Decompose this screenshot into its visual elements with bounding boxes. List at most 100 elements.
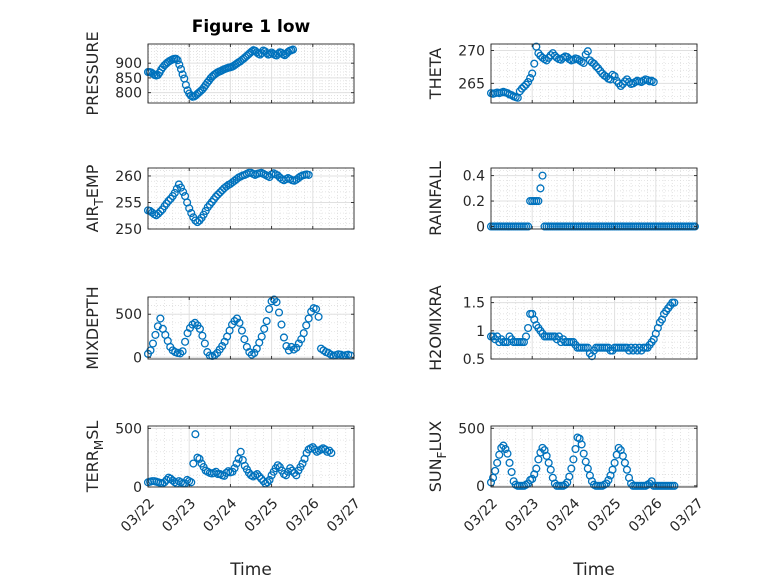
data-point bbox=[156, 314, 165, 323]
data-point bbox=[178, 347, 187, 356]
data-point bbox=[200, 339, 209, 348]
data-point bbox=[521, 332, 531, 341]
data-point bbox=[610, 458, 619, 467]
data-series bbox=[143, 430, 336, 488]
data-point bbox=[171, 54, 181, 63]
y-tick-label: 260 bbox=[115, 169, 142, 185]
data-point bbox=[286, 464, 295, 473]
data-point bbox=[546, 465, 555, 474]
data-point bbox=[253, 470, 262, 479]
data-point bbox=[610, 72, 619, 81]
data-point bbox=[608, 465, 617, 474]
data-point bbox=[232, 459, 241, 468]
data-point bbox=[273, 461, 282, 470]
data-point bbox=[538, 443, 547, 452]
data-point bbox=[234, 454, 243, 463]
data-point bbox=[274, 308, 284, 317]
y-axis-label: AIRTEMP bbox=[83, 164, 106, 232]
data-point bbox=[222, 182, 231, 191]
data-series bbox=[143, 295, 355, 361]
data-point bbox=[277, 320, 286, 329]
data-point bbox=[493, 458, 502, 467]
data-point bbox=[577, 440, 586, 449]
y-axis-label: RAINFALL bbox=[426, 161, 445, 236]
data-point bbox=[263, 478, 272, 487]
y-axis-label: SUNFLUX bbox=[426, 421, 449, 493]
data-point bbox=[312, 305, 321, 314]
data-point bbox=[294, 174, 303, 183]
data-point bbox=[292, 471, 301, 480]
y-tick-label: 0.2 bbox=[463, 194, 485, 210]
data-point bbox=[187, 478, 196, 487]
data-point bbox=[213, 190, 223, 199]
data-point bbox=[236, 447, 245, 456]
data-point bbox=[321, 445, 330, 454]
axes-box bbox=[147, 296, 355, 360]
data-point bbox=[178, 70, 187, 79]
data-point bbox=[187, 209, 196, 218]
y-tick-label: 500 bbox=[115, 421, 142, 437]
data-point bbox=[232, 175, 241, 184]
data-point bbox=[670, 298, 679, 307]
data-point bbox=[151, 330, 160, 339]
y-tick-label: 265 bbox=[458, 76, 485, 92]
data-point bbox=[181, 80, 190, 90]
y-tick-label: 500 bbox=[458, 421, 485, 437]
data-point bbox=[173, 56, 182, 65]
x-axis-label-left: Time bbox=[229, 560, 272, 580]
data-point bbox=[172, 184, 181, 193]
plot-area bbox=[491, 426, 697, 487]
data-point bbox=[290, 468, 299, 477]
data-point bbox=[524, 323, 533, 333]
data-point bbox=[304, 170, 313, 179]
figure-title: Figure 1 low bbox=[192, 17, 311, 37]
data-point bbox=[542, 451, 551, 460]
data-point bbox=[592, 62, 601, 71]
data-point bbox=[257, 474, 266, 483]
data-point bbox=[528, 474, 537, 483]
y-tick-label: 800 bbox=[115, 86, 142, 102]
y-tick-label: 0 bbox=[133, 350, 142, 366]
axes-box bbox=[490, 296, 698, 360]
data-point bbox=[170, 188, 179, 197]
data-point bbox=[195, 454, 204, 463]
data-point bbox=[240, 335, 249, 344]
data-point bbox=[218, 342, 227, 351]
data-point bbox=[270, 295, 279, 304]
data-point bbox=[534, 196, 543, 206]
data-point bbox=[195, 324, 204, 333]
data-point bbox=[567, 464, 576, 473]
data-point bbox=[614, 443, 623, 452]
data-point bbox=[604, 476, 613, 485]
data-point bbox=[302, 321, 311, 330]
data-point bbox=[536, 448, 545, 457]
data-point bbox=[327, 448, 336, 458]
plot-area bbox=[148, 426, 354, 487]
data-series bbox=[486, 298, 679, 361]
y-tick-label: 0.4 bbox=[463, 169, 485, 185]
data-point bbox=[235, 318, 244, 327]
data-point bbox=[579, 449, 588, 458]
data-point bbox=[216, 188, 225, 197]
y-tick-label: 0 bbox=[133, 480, 142, 496]
data-point bbox=[304, 314, 313, 323]
data-point bbox=[569, 455, 578, 464]
data-point bbox=[583, 47, 592, 56]
y-axis-label: H2OMIXRA bbox=[426, 285, 445, 371]
data-point bbox=[491, 466, 500, 475]
subplot-theta: 265 270 THETA bbox=[426, 42, 698, 104]
data-point bbox=[530, 59, 539, 68]
data-point bbox=[282, 342, 291, 351]
data-point bbox=[536, 184, 545, 193]
axes-box bbox=[147, 425, 355, 488]
plot-area bbox=[491, 168, 697, 229]
data-point bbox=[524, 222, 533, 231]
data-point bbox=[495, 450, 504, 459]
data-point bbox=[265, 305, 274, 314]
data-point bbox=[288, 45, 298, 54]
data-point bbox=[154, 209, 163, 218]
data-series bbox=[486, 42, 658, 102]
